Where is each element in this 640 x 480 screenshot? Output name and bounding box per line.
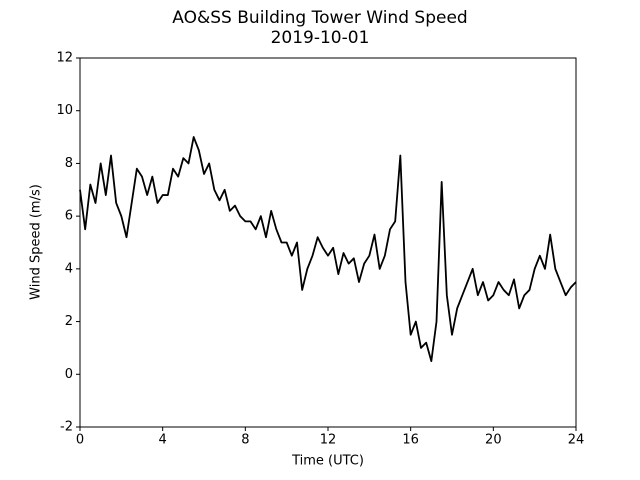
y-tick-label: 8	[65, 156, 73, 171]
y-axis-label: Wind Speed (m/s)	[29, 184, 44, 300]
x-axis-label: Time (UTC)	[291, 454, 364, 469]
x-tick-label: 24	[568, 433, 585, 448]
data-line	[79, 136, 577, 363]
chart-subtitle: 2019-10-01	[271, 28, 370, 48]
y-tick-label: 12	[56, 51, 73, 66]
chart-title: AO&SS Building Tower Wind Speed	[172, 8, 467, 28]
x-tick-label: 8	[241, 433, 249, 448]
y-tick-label: -2	[60, 420, 73, 435]
y-tick-label: 6	[65, 209, 73, 224]
x-tick-label: 0	[76, 433, 84, 448]
y-tick-label: 0	[65, 367, 73, 382]
x-tick-label: 16	[402, 433, 419, 448]
x-tick-label: 20	[485, 433, 502, 448]
x-tick-label: 4	[159, 433, 167, 448]
y-tick-label: 2	[65, 314, 73, 329]
y-tick-label: 4	[65, 261, 73, 276]
y-tick-label: 10	[56, 103, 73, 118]
plot-frame	[79, 57, 577, 428]
x-tick-label: 12	[320, 433, 337, 448]
